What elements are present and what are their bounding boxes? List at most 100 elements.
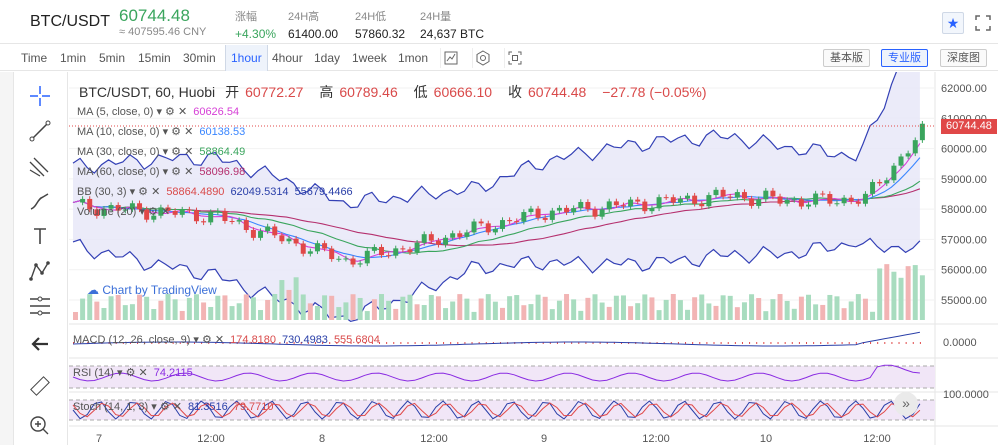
price-tick-label: 56000.00 xyxy=(941,265,987,277)
ruler-icon[interactable] xyxy=(26,372,54,400)
view-depth-button[interactable]: 深度图 xyxy=(940,49,987,67)
price-tick-label: 59000.00 xyxy=(941,174,987,186)
volume-bar xyxy=(549,309,555,320)
tf-1hour[interactable]: 1hour xyxy=(225,45,268,71)
candle-body xyxy=(706,195,712,207)
favorite-star-icon[interactable]: ★ xyxy=(942,12,964,34)
view-basic-button[interactable]: 基本版 xyxy=(823,49,870,67)
candle-body xyxy=(87,198,93,210)
macd-histogram-bar xyxy=(215,342,217,344)
macd-histogram-bar xyxy=(791,342,793,344)
crosshair-icon[interactable] xyxy=(26,82,54,110)
price-chart[interactable]: 62000.0061000.0060000.0059000.0058000.00… xyxy=(69,72,998,445)
candle-body xyxy=(201,221,207,223)
volume-bar xyxy=(357,297,363,320)
legend-rsi[interactable]: RSI (14) ▾ ⚙ ✕ 74.2115 xyxy=(73,367,193,379)
snapshot-icon[interactable] xyxy=(504,48,524,68)
time-tick-label: 8 xyxy=(319,433,325,445)
macd-histogram-bar xyxy=(756,342,758,344)
trendline-icon[interactable] xyxy=(26,117,54,145)
tradingview-watermark[interactable]: ☁ Chart by TradingView xyxy=(87,283,217,297)
tf-4hour[interactable]: 4hour xyxy=(272,51,303,65)
macd-histogram-bar xyxy=(706,342,708,344)
rsi-line xyxy=(72,364,920,382)
volume-bar xyxy=(628,306,634,320)
macd-histogram-bar xyxy=(820,342,822,344)
volume-bar xyxy=(129,304,135,320)
indicator-label: BB (30, 3) xyxy=(77,186,127,198)
tf-15min[interactable]: 15min xyxy=(138,51,171,65)
candle-body xyxy=(307,251,313,254)
tf-1day[interactable]: 1day xyxy=(314,51,341,65)
cny-price: ≈ 407595.46 CNY xyxy=(119,26,207,38)
volume-bar xyxy=(364,311,370,320)
macd-histogram-bar xyxy=(258,342,260,344)
legend-ma60[interactable]: MA (60, close, 0) ▾ ⚙ ✕ 58096.98 xyxy=(77,166,246,178)
candle-body xyxy=(336,258,342,260)
volume-bar xyxy=(172,299,178,320)
brush-icon[interactable] xyxy=(26,187,54,215)
fib-retracement-icon[interactable] xyxy=(26,292,54,320)
macd-histogram-bar xyxy=(891,342,893,344)
tf-1min[interactable]: 1min xyxy=(60,51,87,65)
stat-low: 24H低 57860.32 xyxy=(355,8,405,41)
candle-body xyxy=(393,248,399,256)
drawing-toolbar xyxy=(0,72,68,445)
candle-body xyxy=(741,192,747,199)
volume-bar xyxy=(307,303,313,320)
pitchfork-icon[interactable] xyxy=(26,152,54,180)
bb-basis: 58864.4890 xyxy=(166,186,225,198)
volume-bar xyxy=(201,302,207,320)
volume-bar xyxy=(286,289,292,320)
view-pro-button[interactable]: 专业版 xyxy=(881,49,928,67)
macd-histogram-bar xyxy=(685,342,687,344)
stat-label: 涨幅 xyxy=(235,11,257,23)
macd-histogram-bar xyxy=(286,342,288,344)
candle-body xyxy=(222,210,228,221)
candle-body xyxy=(884,180,890,184)
stat-label: 24H量 xyxy=(420,11,452,23)
settings-gear-icon[interactable] xyxy=(472,48,492,68)
pattern-icon[interactable] xyxy=(26,257,54,285)
volume-bar xyxy=(492,301,498,320)
macd-histogram-bar xyxy=(208,342,210,344)
chart-type-icon[interactable] xyxy=(440,48,460,68)
macd-histogram-bar xyxy=(172,342,174,344)
macd-histogram-bar xyxy=(357,342,359,344)
last-price: 60744.48 xyxy=(119,6,190,25)
fullscreen-icon[interactable] xyxy=(972,12,994,34)
text-tool-icon[interactable] xyxy=(26,222,54,250)
tf-30min[interactable]: 30min xyxy=(183,51,216,65)
zoom-in-icon[interactable] xyxy=(26,412,54,440)
legend-ma5[interactable]: MA (5, close, 0) ▾ ⚙ ✕ 60626.54 xyxy=(77,106,240,118)
macd-histogram-bar xyxy=(919,342,921,344)
scroll-right-button[interactable]: » xyxy=(894,392,918,416)
legend-macd[interactable]: MACD (12, 26, close, 9) ▾ ⚙ ✕ 174.8180 730… xyxy=(73,334,380,346)
macd-histogram-bar xyxy=(784,342,786,344)
legend-bb[interactable]: BB (30, 3) ▾ ⚙ ✕ 58864.4890 62049.5314 5567… xyxy=(77,186,353,198)
candle-body xyxy=(606,201,612,210)
candle-body xyxy=(158,207,164,216)
volume-bar xyxy=(734,307,740,320)
tf-time[interactable]: Time xyxy=(21,51,48,65)
price-tick-label: 57000.00 xyxy=(941,234,987,246)
volume-bar xyxy=(912,265,918,320)
tf-1week[interactable]: 1week xyxy=(352,51,387,65)
legend-ma30[interactable]: MA (30, close, 0) ▾ ⚙ ✕ 58864.49 xyxy=(77,146,246,158)
macd-value: 174.8180 xyxy=(230,334,277,346)
legend-stoch[interactable]: Stoch (14, 1, 3) ▾ ⚙ ✕ 81.3516 79.7710 xyxy=(73,401,274,413)
tf-1mon[interactable]: 1mon xyxy=(398,51,429,65)
collapse-arrow-icon[interactable] xyxy=(26,330,54,358)
legend-ma10[interactable]: MA (10, close, 0) ▾ ⚙ ✕ 60138.53 xyxy=(77,126,246,138)
volume-bar xyxy=(827,294,833,320)
candle-body xyxy=(535,208,541,218)
tf-5min[interactable]: 5min xyxy=(99,51,126,65)
volume-bar xyxy=(578,310,584,320)
chart-canvas[interactable]: 62000.0061000.0060000.0059000.0058000.00… xyxy=(69,72,998,445)
volume-bar xyxy=(670,294,676,320)
legend-volume[interactable]: Volume (20) ▾ ⚙ ✕ xyxy=(77,206,171,218)
candle-body xyxy=(848,197,854,202)
volume-bar xyxy=(806,294,811,320)
rsi-band xyxy=(69,366,935,388)
volume-bar xyxy=(756,298,762,320)
